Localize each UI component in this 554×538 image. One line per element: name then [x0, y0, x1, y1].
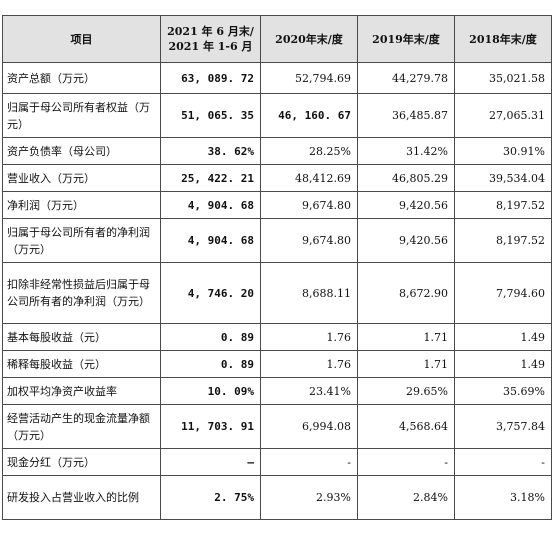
cell-2018: 35,021.58 — [454, 62, 552, 94]
cell-2018: 7,794.60 — [454, 262, 552, 324]
cell-2020: 46, 160. 67 — [260, 93, 358, 138]
row-label: 资产负债率（母公司） — [2, 137, 161, 165]
cell-2021h1: 2. 75% — [160, 475, 261, 520]
cell-2021h1: 4, 904. 68 — [160, 191, 261, 219]
cell-2021h1: 38. 62% — [160, 137, 261, 165]
cell-2018: 8,197.52 — [454, 218, 552, 263]
cell-2018: 1.49 — [454, 323, 552, 351]
cell-2018: 39,534.04 — [454, 164, 552, 192]
table-row: 加权平均净资产收益率 10. 09% 23.41% 29.65% 35.69% — [2, 377, 552, 405]
cell-2021h1: 51, 065. 35 — [160, 93, 261, 138]
table-header-row: 项目 2021 年 6 月末/ 2021 年 1-6 月 2020年末/度 20… — [2, 15, 552, 63]
cell-2018: 8,197.52 — [454, 191, 552, 219]
row-label: 扣除非经常性损益后归属于母公司所有者的净利润（万元） — [2, 262, 161, 324]
cell-2019: 29.65% — [357, 377, 455, 405]
cell-2018: 30.91% — [454, 137, 552, 165]
financial-summary-table: 项目 2021 年 6 月末/ 2021 年 1-6 月 2020年末/度 20… — [2, 15, 552, 520]
table-row: 经营活动产生的现金流量净额（万元） 11, 703. 91 6,994.08 4… — [2, 404, 552, 449]
cell-2019: 36,485.87 — [357, 93, 455, 138]
header-item: 项目 — [2, 15, 161, 63]
header-2019: 2019年末/度 — [357, 15, 455, 63]
table-row: 资产负债率（母公司） 38. 62% 28.25% 31.42% 30.91% — [2, 137, 552, 165]
cell-2018: 35.69% — [454, 377, 552, 405]
cell-2020: 28.25% — [260, 137, 358, 165]
cell-2020: 6,994.08 — [260, 404, 358, 449]
row-label: 稀释每股收益（元） — [2, 350, 161, 378]
cell-2021h1: 4, 746. 20 — [160, 262, 261, 324]
cell-2019: 1.71 — [357, 350, 455, 378]
cell-2020: 23.41% — [260, 377, 358, 405]
cell-2020: 48,412.69 — [260, 164, 358, 192]
row-label: 营业收入（万元） — [2, 164, 161, 192]
cell-2019: 31.42% — [357, 137, 455, 165]
cell-2020: 8,688.11 — [260, 262, 358, 324]
cell-2018: - — [454, 448, 552, 476]
cell-2019: 1.71 — [357, 323, 455, 351]
row-label: 加权平均净资产收益率 — [2, 377, 161, 405]
table-row: 净利润（万元） 4, 904. 68 9,674.80 9,420.56 8,1… — [2, 191, 552, 219]
table-row: 基本每股收益（元） 0. 89 1.76 1.71 1.49 — [2, 323, 552, 351]
cell-2019: 8,672.90 — [357, 262, 455, 324]
cell-2021h1: 25, 422. 21 — [160, 164, 261, 192]
cell-2021h1: – — [160, 448, 261, 476]
cell-2019: - — [357, 448, 455, 476]
table-row: 现金分红（万元） – - - - — [2, 448, 552, 476]
row-label: 现金分红（万元） — [2, 448, 161, 476]
table-row: 归属于母公司所有者权益（万元） 51, 065. 35 46, 160. 67 … — [2, 93, 552, 138]
cell-2018: 3,757.84 — [454, 404, 552, 449]
cell-2021h1: 4, 904. 68 — [160, 218, 261, 263]
table-row: 研发投入占营业收入的比例 2. 75% 2.93% 2.84% 3.18% — [2, 475, 552, 520]
header-2018: 2018年末/度 — [454, 15, 552, 63]
table-row: 资产总额（万元） 63, 089. 72 52,794.69 44,279.78… — [2, 62, 552, 94]
cell-2019: 4,568.64 — [357, 404, 455, 449]
cell-2019: 9,420.56 — [357, 218, 455, 263]
row-label: 归属于母公司所有者的净利润（万元） — [2, 218, 161, 263]
cell-2018: 27,065.31 — [454, 93, 552, 138]
cell-2020: 1.76 — [260, 323, 358, 351]
row-label: 经营活动产生的现金流量净额（万元） — [2, 404, 161, 449]
cell-2020: 2.93% — [260, 475, 358, 520]
table-row: 稀释每股收益（元） 0. 89 1.76 1.71 1.49 — [2, 350, 552, 378]
row-label: 基本每股收益（元） — [2, 323, 161, 351]
cell-2020: 9,674.80 — [260, 218, 358, 263]
row-label: 资产总额（万元） — [2, 62, 161, 94]
table-row: 扣除非经常性损益后归属于母公司所有者的净利润（万元） 4, 746. 20 8,… — [2, 262, 552, 324]
cell-2019: 9,420.56 — [357, 191, 455, 219]
cell-2019: 44,279.78 — [357, 62, 455, 94]
cell-2018: 3.18% — [454, 475, 552, 520]
cell-2018: 1.49 — [454, 350, 552, 378]
cell-2021h1: 10. 09% — [160, 377, 261, 405]
cell-2020: - — [260, 448, 358, 476]
cell-2020: 1.76 — [260, 350, 358, 378]
cell-2020: 52,794.69 — [260, 62, 358, 94]
table-row: 归属于母公司所有者的净利润（万元） 4, 904. 68 9,674.80 9,… — [2, 218, 552, 263]
header-2021h1: 2021 年 6 月末/ 2021 年 1-6 月 — [160, 15, 261, 63]
header-2020: 2020年末/度 — [260, 15, 358, 63]
table-row: 营业收入（万元） 25, 422. 21 48,412.69 46,805.29… — [2, 164, 552, 192]
cell-2021h1: 0. 89 — [160, 350, 261, 378]
cell-2020: 9,674.80 — [260, 191, 358, 219]
row-label: 研发投入占营业收入的比例 — [2, 475, 161, 520]
cell-2019: 46,805.29 — [357, 164, 455, 192]
cell-2021h1: 63, 089. 72 — [160, 62, 261, 94]
row-label: 归属于母公司所有者权益（万元） — [2, 93, 161, 138]
cell-2021h1: 11, 703. 91 — [160, 404, 261, 449]
cell-2021h1: 0. 89 — [160, 323, 261, 351]
row-label: 净利润（万元） — [2, 191, 161, 219]
cell-2019: 2.84% — [357, 475, 455, 520]
